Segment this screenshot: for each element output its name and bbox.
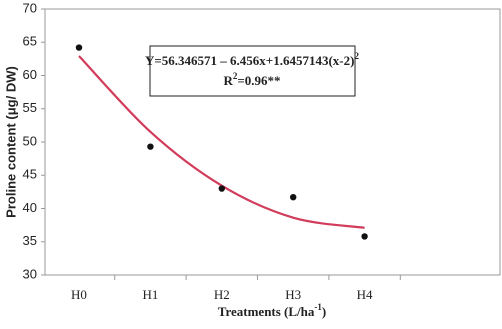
y-axis-label: Proline content (μg/ DW) [3, 66, 18, 218]
x-axis-label: Treatments (L/ha-1) [218, 302, 327, 319]
data-point [147, 143, 154, 150]
data-point [361, 233, 368, 240]
y-tick-label: 40 [23, 200, 37, 215]
x-tick-label: H0 [71, 287, 87, 302]
x-tick-label: H2 [214, 287, 230, 302]
y-tick-label: 30 [23, 266, 37, 281]
x-tick-label: H3 [285, 287, 301, 302]
r-squared: R2=0.96** [223, 71, 280, 88]
x-tick-label: H1 [142, 287, 158, 302]
y-tick-label: 70 [23, 0, 37, 15]
y-tick-label: 35 [23, 233, 37, 248]
data-point [75, 44, 83, 51]
data-point [290, 193, 297, 201]
y-tick-label: 60 [23, 67, 37, 82]
y-tick-label: 55 [23, 100, 37, 115]
y-tick-label: 50 [23, 133, 37, 148]
fit-curve [78, 55, 365, 229]
equation: Y=56.346571 – 6.456x+1.6457143(x-2)2 [145, 51, 359, 68]
y-tick-label: 45 [23, 167, 37, 182]
equation-box [149, 45, 356, 97]
x-tick-label: H4 [357, 287, 373, 302]
y-tick-label: 65 [23, 34, 37, 49]
data-point [218, 185, 225, 192]
